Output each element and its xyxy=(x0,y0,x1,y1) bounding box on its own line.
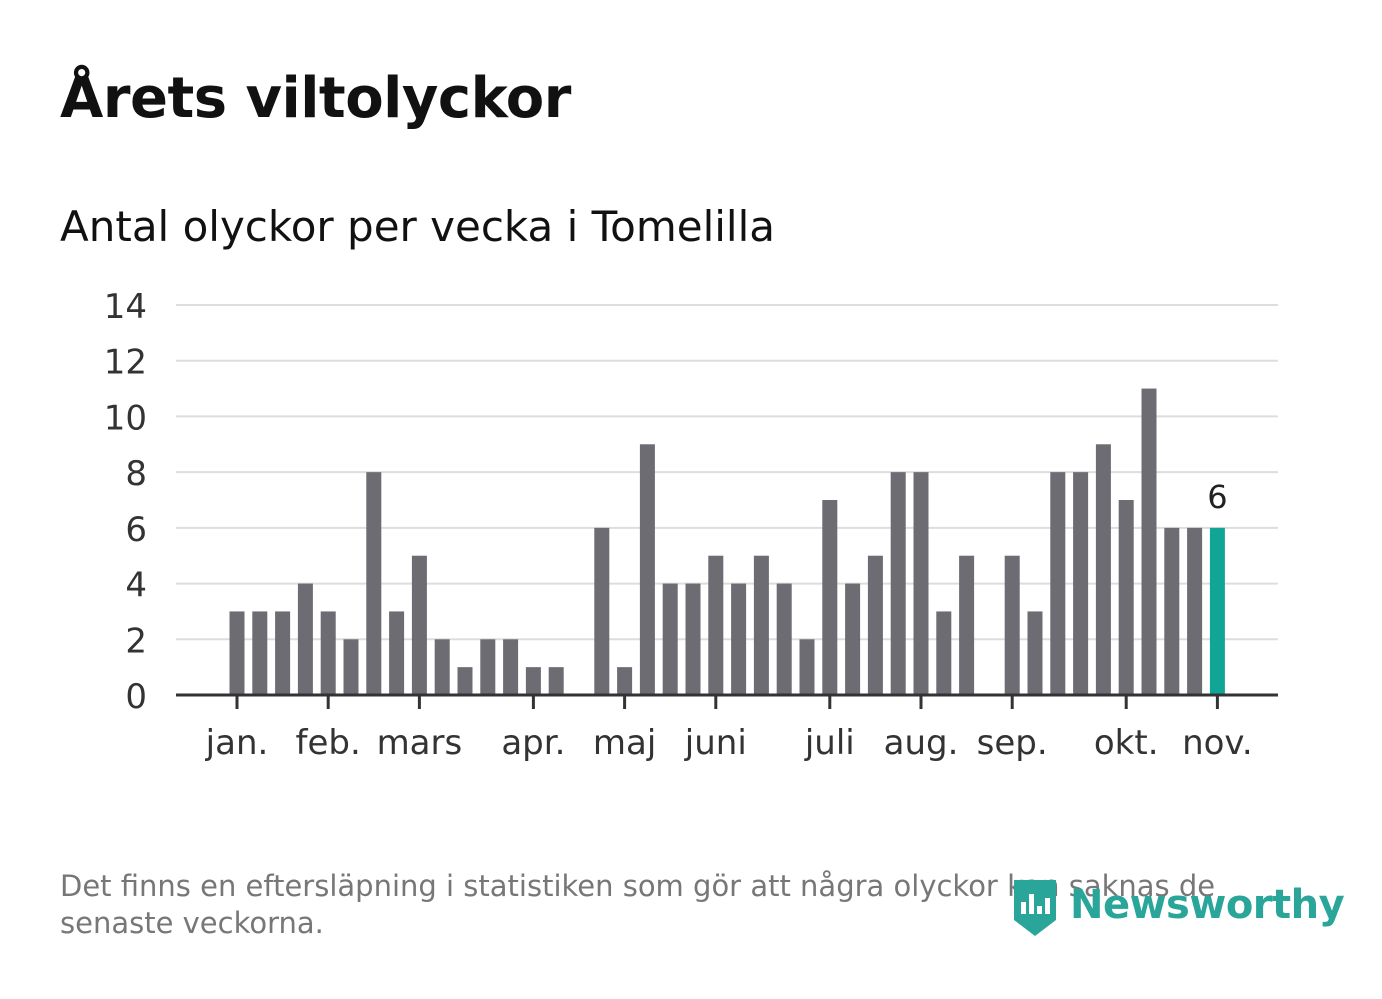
x-tick-label: aug. xyxy=(884,723,959,763)
x-tick-label: juli xyxy=(804,723,855,763)
bar[interactable] xyxy=(1027,611,1043,695)
bar[interactable] xyxy=(617,667,633,695)
bar[interactable] xyxy=(776,583,792,695)
bars xyxy=(229,388,1225,695)
x-tick-label: mars xyxy=(377,723,463,763)
y-tick-label: 0 xyxy=(125,677,147,717)
newsworthy-logo[interactable]: Newsworthy xyxy=(1010,872,1345,938)
bar[interactable] xyxy=(525,667,541,695)
bar[interactable] xyxy=(959,555,975,695)
bar-highlight[interactable] xyxy=(1209,527,1225,695)
y-tick-label: 8 xyxy=(125,454,147,494)
y-tick-label: 2 xyxy=(125,621,147,661)
bar[interactable] xyxy=(275,611,291,695)
y-axis-ticks: 0 2 4 6 8 10 12 14 xyxy=(104,287,147,717)
gridlines xyxy=(176,304,1278,641)
y-tick-label: 10 xyxy=(104,398,147,438)
bar[interactable] xyxy=(708,555,724,695)
y-tick-label: 6 xyxy=(125,510,147,550)
bar[interactable] xyxy=(457,667,473,695)
x-tick-label: nov. xyxy=(1182,723,1253,763)
bar[interactable] xyxy=(1187,527,1203,695)
bar[interactable] xyxy=(639,444,655,695)
x-tick-label: juni xyxy=(684,723,747,763)
bar[interactable] xyxy=(480,639,496,695)
bar[interactable] xyxy=(1118,500,1134,695)
x-tick-label: sep. xyxy=(977,723,1048,763)
bar[interactable] xyxy=(1141,388,1157,695)
bar[interactable] xyxy=(343,639,359,695)
bar[interactable] xyxy=(685,583,701,695)
x-axis-ticks: jan. feb. mars apr. maj juni juli aug. sep. okt. n… xyxy=(205,695,1253,763)
x-tick-label: jan. xyxy=(205,723,269,763)
x-tick-label: feb. xyxy=(296,723,361,763)
bar[interactable] xyxy=(913,472,929,695)
bar[interactable] xyxy=(548,667,564,695)
bar[interactable] xyxy=(320,611,336,695)
bar[interactable] xyxy=(1164,527,1180,695)
bar[interactable] xyxy=(1004,555,1020,695)
bar[interactable] xyxy=(936,611,952,695)
bar[interactable] xyxy=(503,639,519,695)
bar[interactable] xyxy=(867,555,883,695)
y-tick-label: 14 xyxy=(104,287,147,327)
bar[interactable] xyxy=(594,527,610,695)
bar[interactable] xyxy=(411,555,427,695)
y-tick-label: 12 xyxy=(104,343,147,383)
y-tick-label: 4 xyxy=(125,566,147,606)
bar[interactable] xyxy=(731,583,747,695)
bar[interactable] xyxy=(845,583,861,695)
x-tick-label: okt. xyxy=(1094,723,1159,763)
bar[interactable] xyxy=(822,500,838,695)
x-tick-label: apr. xyxy=(501,723,565,763)
bar[interactable] xyxy=(229,611,245,695)
bar[interactable] xyxy=(434,639,450,695)
newsworthy-logo-icon xyxy=(1014,880,1056,936)
bar[interactable] xyxy=(1095,444,1111,695)
bar[interactable] xyxy=(366,472,382,695)
bar[interactable] xyxy=(753,555,769,695)
bar-chart: 0 2 4 6 8 10 12 14 jan. feb. mars apr. maj juni juli a… xyxy=(104,287,1278,763)
x-tick-label: maj xyxy=(593,723,656,763)
chart-title: Årets viltolyckor xyxy=(60,66,571,131)
bar[interactable] xyxy=(1073,472,1089,695)
bar[interactable] xyxy=(662,583,678,695)
data-labels: 6 xyxy=(1207,478,1227,516)
bar[interactable] xyxy=(252,611,268,695)
data-label: 6 xyxy=(1207,478,1227,516)
bar[interactable] xyxy=(389,611,405,695)
chart-subtitle: Antal olyckor per vecka i Tomelilla xyxy=(60,202,776,251)
newsworthy-logo-text: Newsworthy xyxy=(1070,882,1345,928)
bar[interactable] xyxy=(1050,472,1066,695)
bar[interactable] xyxy=(799,639,815,695)
bar[interactable] xyxy=(890,472,906,695)
bar[interactable] xyxy=(297,583,313,695)
